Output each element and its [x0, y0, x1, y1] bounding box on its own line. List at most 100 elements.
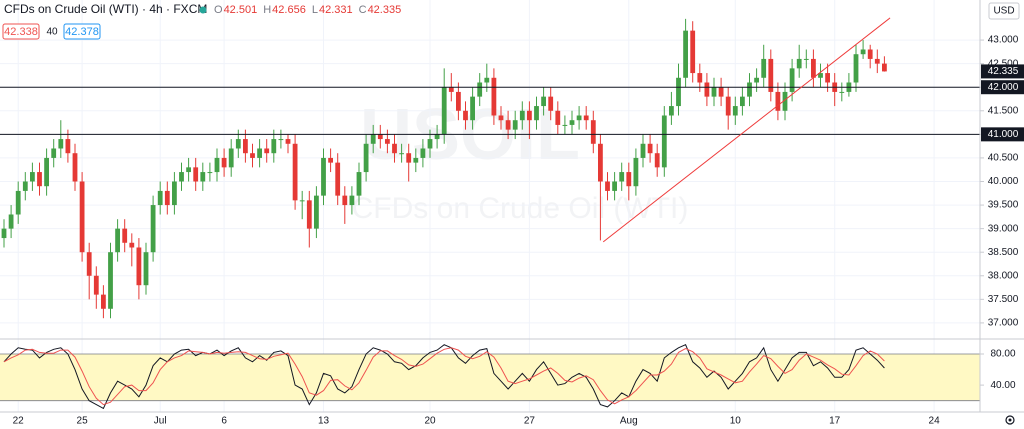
candle-body [647, 143, 653, 154]
x-tick-label: 10 [730, 416, 742, 427]
candle-body [306, 200, 312, 229]
spread: 40 [46, 27, 58, 38]
candle-body [179, 172, 184, 182]
quote-value: 42.501 [224, 4, 258, 16]
candle-body [583, 115, 589, 121]
x-tick-label: 22 [13, 416, 25, 427]
candle-body [860, 49, 866, 55]
candle-body [598, 143, 603, 182]
candle-body [399, 153, 404, 155]
y-tick-label: 80.00 [990, 349, 1015, 360]
x-tick-label: 17 [829, 416, 841, 427]
candle-body [441, 87, 447, 135]
candle-body [65, 139, 71, 154]
candle-body [93, 275, 99, 295]
candle-body [590, 120, 596, 144]
candle-body [108, 252, 113, 309]
candle-body [164, 190, 170, 206]
candle-body [214, 157, 220, 173]
candle-body [676, 77, 681, 107]
candle-body [406, 153, 412, 163]
y-tick-label: 38.000 [988, 270, 1019, 281]
market-status [199, 6, 207, 14]
candle-body [654, 153, 660, 168]
candle-body [456, 91, 461, 111]
candle-body [839, 91, 845, 93]
oscillator-line [3, 347, 885, 406]
quote-label: L [312, 4, 318, 16]
buy-button[interactable] [63, 23, 101, 40]
y-tick-label: 37.000 [988, 318, 1019, 329]
candle-body [796, 58, 802, 69]
x-tick-label: 13 [318, 416, 330, 427]
candle-body [555, 110, 561, 125]
candle-body [243, 139, 248, 154]
hline-label: 42.000 [988, 82, 1019, 93]
candle-body [512, 120, 518, 130]
x-tick-label: 25 [77, 416, 89, 427]
y-tick-label: 41.500 [988, 105, 1019, 116]
candle-body [292, 143, 298, 201]
candle-body [342, 195, 348, 206]
candle-body [44, 157, 49, 187]
candle-body [278, 139, 284, 141]
candle-body [740, 96, 745, 107]
candle-body [356, 172, 362, 196]
candle-body [136, 247, 142, 286]
candle-body [285, 139, 291, 144]
hline-label-box [981, 80, 1024, 95]
candle-body [101, 294, 106, 309]
candle-body [505, 120, 511, 130]
symbol-title[interactable]: CFDs on Crude Oil (WTI) · 4h · FXCM [4, 2, 207, 16]
candle-body [200, 172, 206, 182]
candle-body [711, 87, 717, 97]
sell-button[interactable] [2, 23, 40, 40]
currency-box[interactable] [988, 2, 1020, 20]
sell-price: 42.338 [4, 26, 38, 38]
candle-body [818, 73, 823, 78]
candle-body [150, 205, 156, 253]
candle-body [434, 134, 440, 140]
candle-body [186, 167, 191, 173]
candle-body [377, 134, 383, 140]
candle-body [129, 242, 135, 248]
candle-body [207, 172, 213, 174]
quote-label: C [359, 4, 367, 16]
quote: O 42.501 H 42.656 L 42.331 C 42.335 [214, 4, 401, 16]
band [0, 354, 980, 401]
candle-body [79, 181, 85, 253]
axes: 22 25 Jul 6 13 20 27 Aug 10 17 24 37.000 37.500 38.00… [13, 35, 1024, 427]
settings-icon[interactable] [1005, 415, 1015, 425]
trend-line[interactable] [602, 17, 891, 243]
y-tick-label: 42.500 [988, 58, 1019, 69]
candle-body [640, 143, 646, 158]
candle-body [683, 30, 688, 78]
candle-body [853, 54, 859, 83]
candle-body [519, 110, 525, 121]
candle-body [754, 77, 759, 83]
candle-body [732, 106, 738, 116]
watermark-subtitle: CFDs on Crude Oil (WTI) [352, 192, 689, 225]
y-tick-label: 38.500 [988, 247, 1019, 258]
candle-body [768, 58, 774, 92]
candle-body [413, 157, 419, 163]
candle-body [157, 190, 163, 206]
candle-body [463, 110, 468, 121]
hline-label: 41.000 [988, 129, 1019, 140]
candle-body [51, 148, 57, 158]
candle-body [115, 228, 120, 253]
y-tick-label: 39.500 [988, 200, 1019, 211]
candle-body [775, 91, 781, 111]
currency: USD [993, 6, 1014, 17]
candle-body [30, 172, 35, 182]
y-tick-label: 40.500 [988, 153, 1019, 164]
candle-body [576, 115, 582, 121]
candle-body [874, 58, 880, 64]
candle-body [328, 157, 333, 163]
x-tick-label: 6 [221, 416, 227, 427]
candle-body [718, 87, 724, 97]
candle-body [491, 77, 497, 116]
candle-body [669, 106, 674, 116]
candle-body [370, 134, 376, 144]
